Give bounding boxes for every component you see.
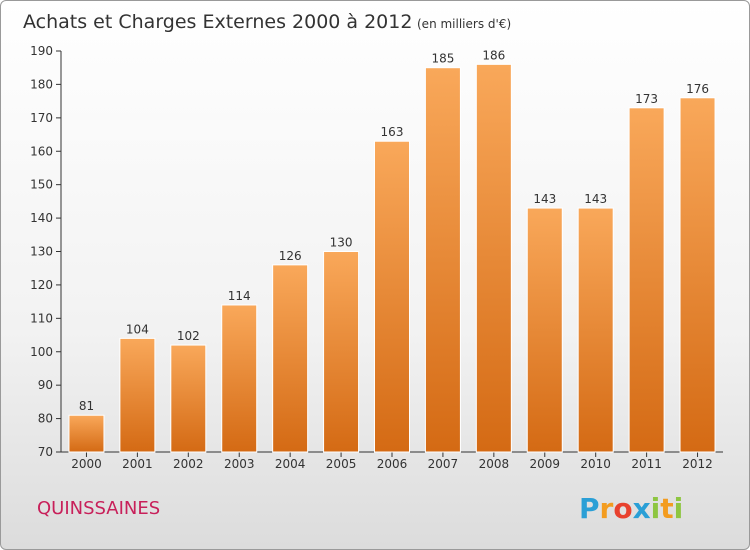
bar-2009 [526, 207, 563, 453]
y-tick-label: 190 [30, 44, 53, 58]
chart-title: Achats et Charges Externes 2000 à 2012 [23, 11, 412, 33]
bar-2008 [475, 63, 512, 453]
value-label-2001: 104 [126, 322, 149, 336]
bar-2002 [170, 344, 207, 453]
y-tick-label: 100 [30, 345, 53, 359]
axes: 70 80 90 100 110 120 130 140 150 160 170 180 190 2000… [30, 44, 723, 471]
value-label-2006: 163 [381, 125, 404, 139]
y-tick-label: 70 [38, 445, 53, 459]
bars-group [68, 63, 716, 453]
y-tick-label: 160 [30, 144, 53, 158]
x-tick-label: 2007 [428, 457, 459, 471]
value-label-2010: 143 [584, 192, 607, 206]
value-label-2007: 185 [431, 52, 454, 66]
bar-2000 [68, 414, 105, 453]
y-tick-label: 170 [30, 111, 53, 125]
y-tick-label: 90 [38, 378, 53, 392]
logo-letter: P [579, 492, 600, 525]
x-tick-label: 2002 [173, 457, 204, 471]
bar-2004 [272, 264, 309, 453]
logo-letter: i [674, 492, 684, 525]
logo-letter: i [651, 492, 661, 525]
y-tick-label: 150 [30, 178, 53, 192]
bar-2010 [577, 207, 614, 453]
bar-2006 [374, 140, 410, 453]
commune-name: QUINSSAINES [37, 498, 160, 519]
chart-subtitle: (en milliers d'€) [417, 17, 511, 31]
value-label-2011: 173 [635, 92, 658, 106]
value-label-2005: 130 [330, 236, 353, 250]
x-tick-label: 2009 [529, 457, 560, 471]
bar-2011 [628, 107, 665, 453]
y-tick-label: 80 [38, 412, 53, 426]
y-tick-label: 180 [30, 77, 53, 91]
x-tick-label: 2011 [631, 457, 662, 471]
x-tick-label: 2008 [479, 457, 510, 471]
value-label-2004: 126 [279, 249, 302, 263]
x-tick-label: 2001 [122, 457, 153, 471]
bar-2003 [221, 304, 258, 453]
x-tick-label: 2006 [377, 457, 408, 471]
bar-2001 [119, 337, 156, 453]
x-tick-label: 2000 [71, 457, 102, 471]
value-label-2002: 102 [177, 329, 200, 343]
logo-letter: r [600, 492, 614, 525]
value-label-2012: 176 [686, 82, 709, 96]
y-tick-label: 120 [30, 278, 53, 292]
bar-2012 [679, 97, 716, 453]
value-labels-group: 81 104 102 114 126 130 163 185 186 143 143 173 176 [79, 48, 709, 413]
proxiti-logo: Proxiti [579, 492, 683, 525]
x-tick-label: 2012 [682, 457, 713, 471]
y-tick-label: 110 [30, 311, 53, 325]
y-tick-label: 130 [30, 245, 53, 259]
y-tick-label: 140 [30, 211, 53, 225]
value-label-2009: 143 [533, 192, 556, 206]
bar-2005 [323, 251, 360, 453]
logo-letter: t [660, 492, 673, 525]
x-tick-label: 2010 [580, 457, 611, 471]
value-label-2003: 114 [228, 289, 251, 303]
logo-letter: o [613, 492, 632, 525]
x-tick-label: 2003 [224, 457, 255, 471]
value-label-2008: 186 [482, 48, 505, 62]
x-tick-label: 2005 [326, 457, 357, 471]
logo-letter: x [633, 492, 651, 525]
value-label-2000: 81 [79, 399, 94, 413]
x-tick-label: 2004 [275, 457, 306, 471]
bar-2007 [424, 67, 461, 453]
